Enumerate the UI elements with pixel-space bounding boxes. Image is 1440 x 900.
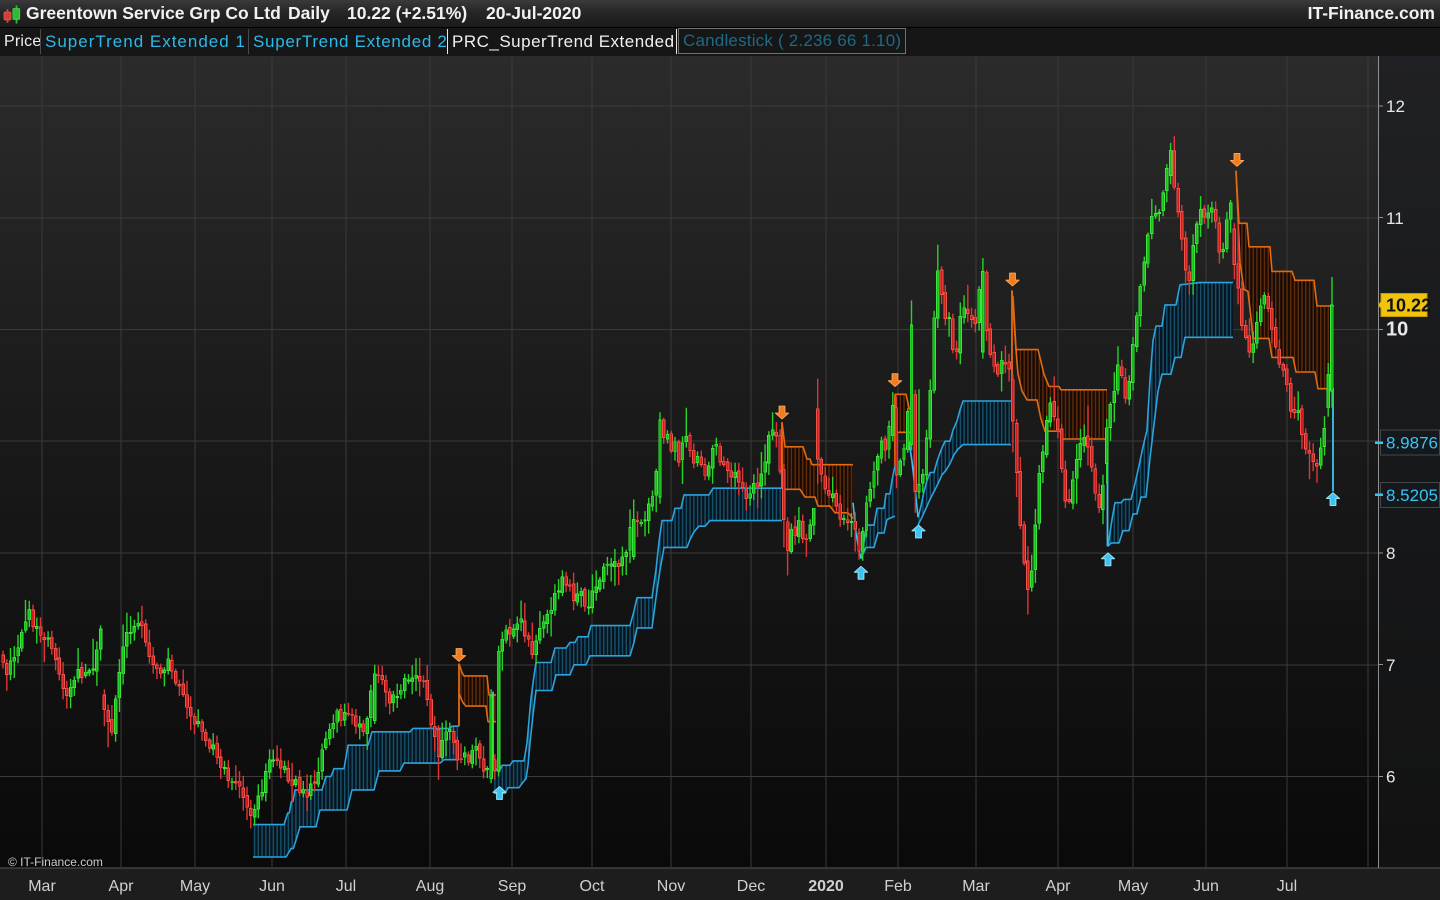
svg-text:Aug: Aug	[416, 878, 444, 895]
svg-text:Oct: Oct	[580, 878, 605, 895]
svg-text:Jul: Jul	[1277, 878, 1297, 895]
svg-text:Jul: Jul	[336, 878, 356, 895]
svg-text:11: 11	[1386, 209, 1404, 228]
svg-text:Apr: Apr	[109, 878, 135, 895]
svg-text:8: 8	[1386, 544, 1395, 563]
svg-text:Jun: Jun	[1193, 878, 1219, 895]
svg-text:2020: 2020	[808, 878, 844, 895]
svg-text:6: 6	[1386, 768, 1395, 787]
svg-text:May: May	[180, 878, 210, 895]
svg-text:8.9876: 8.9876	[1386, 434, 1438, 453]
svg-text:Jun: Jun	[259, 878, 285, 895]
svg-text:8.5205: 8.5205	[1386, 486, 1438, 505]
svg-text:Nov: Nov	[657, 878, 685, 895]
svg-text:© IT-Finance.com: © IT-Finance.com	[8, 855, 103, 869]
svg-text:Feb: Feb	[884, 878, 912, 895]
svg-text:Mar: Mar	[28, 878, 56, 895]
svg-text:12: 12	[1386, 97, 1405, 116]
svg-text:May: May	[1118, 878, 1148, 895]
svg-text:10: 10	[1386, 319, 1408, 341]
svg-text:10.22: 10.22	[1386, 295, 1431, 315]
svg-text:Dec: Dec	[737, 878, 765, 895]
svg-text:Apr: Apr	[1046, 878, 1072, 895]
svg-text:Mar: Mar	[962, 878, 990, 895]
svg-text:7: 7	[1386, 656, 1395, 675]
svg-text:Sep: Sep	[498, 878, 527, 895]
